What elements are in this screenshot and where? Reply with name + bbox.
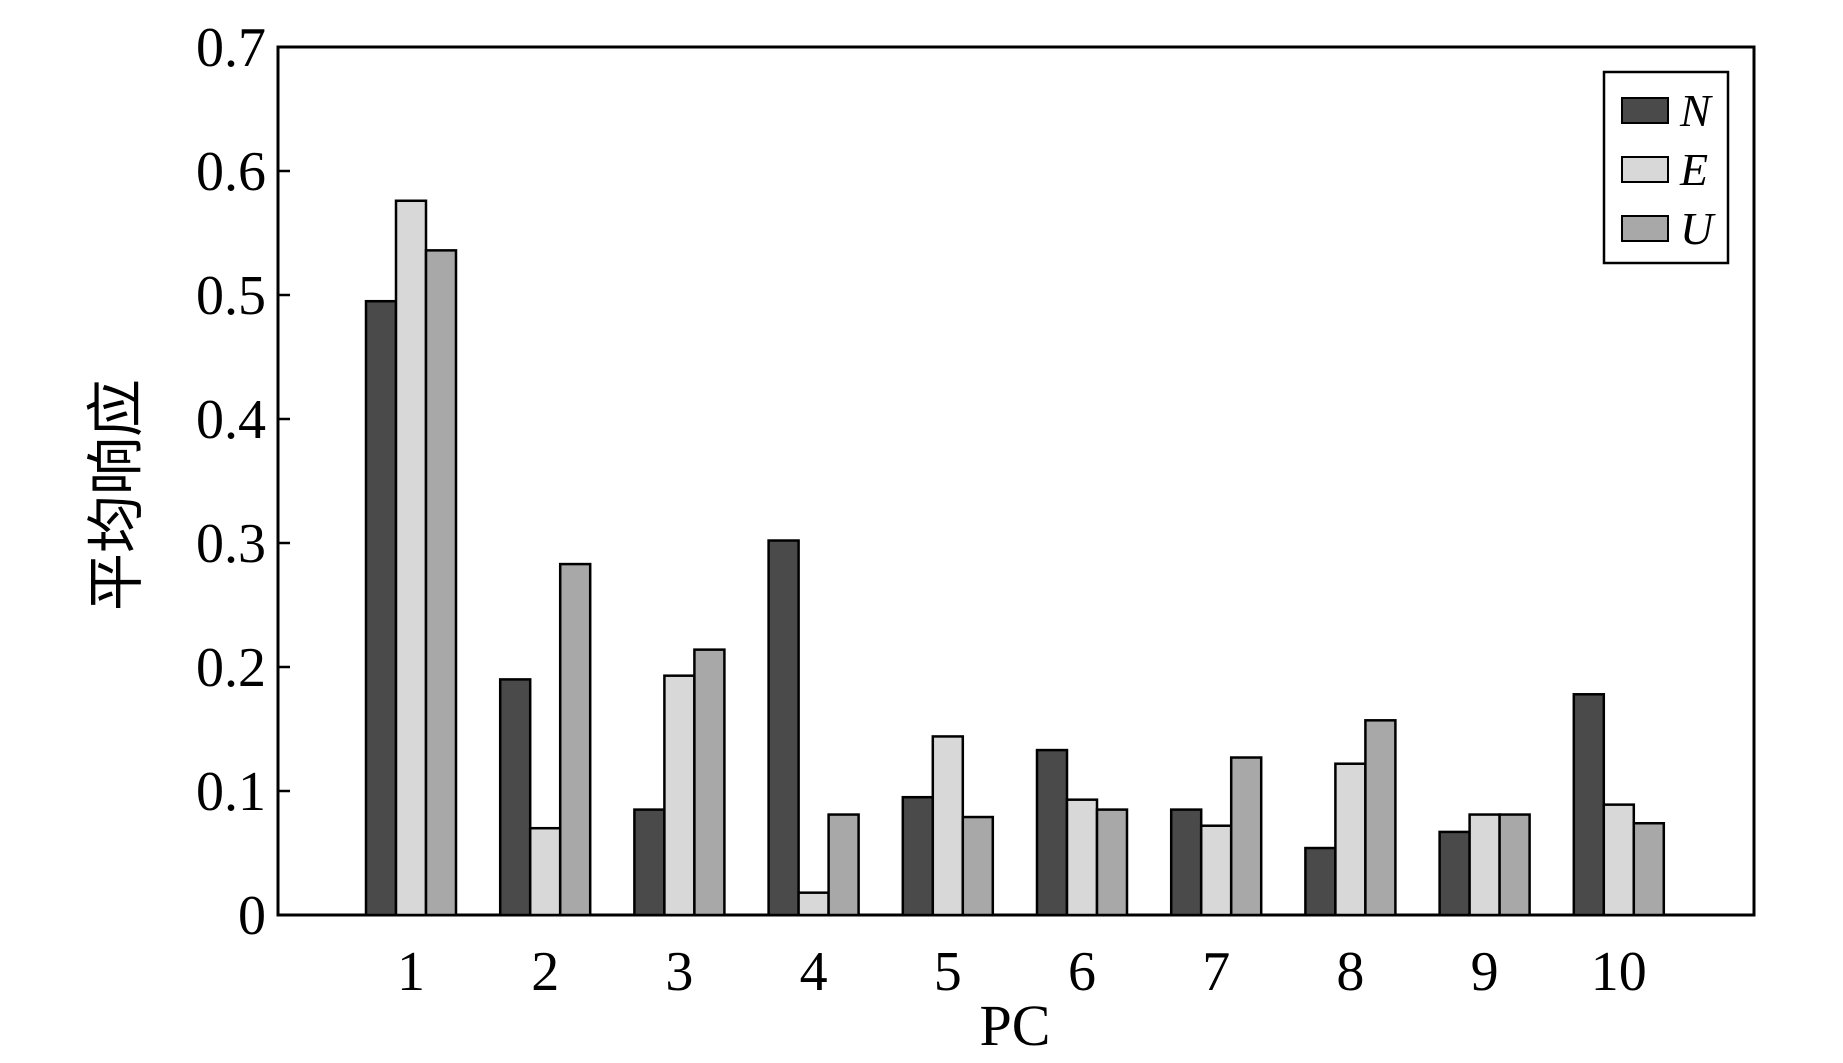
- y-tick-label-4: 0.4: [196, 389, 266, 451]
- x-tick-label-3: 3: [665, 941, 693, 1003]
- x-tick-label-9: 9: [1471, 941, 1499, 1003]
- bar-U-9: [1498, 813, 1531, 917]
- bar-N-4: [767, 539, 800, 917]
- bar-E-2: [528, 826, 562, 917]
- legend-swatch-U: [1621, 215, 1669, 242]
- bar-E-10: [1602, 803, 1636, 917]
- bar-U-7: [1229, 756, 1263, 917]
- bar-U-6: [1095, 808, 1129, 917]
- legend-label-U: U: [1680, 203, 1716, 254]
- x-tick-label-4: 4: [800, 941, 828, 1003]
- legend-swatch-N: [1621, 97, 1669, 124]
- x-tick-label-6: 6: [1068, 941, 1096, 1003]
- bar-U-2: [558, 562, 592, 917]
- y-tick-label-6: 0.6: [196, 141, 266, 203]
- y-tick-label-1: 0.1: [196, 761, 266, 823]
- bar-E-9: [1468, 813, 1501, 917]
- bar-U-1: [424, 249, 458, 917]
- y-tick-label-5: 0.5: [196, 265, 266, 327]
- bar-N-9: [1438, 830, 1471, 917]
- y-axis: 0 0.1 0.2 0.3 0.4 0.5 0.6 0.7: [196, 17, 290, 947]
- bar-N-3: [633, 808, 666, 917]
- bar-E-7: [1199, 824, 1233, 917]
- x-tick-label-10: 10: [1591, 941, 1647, 1003]
- bar-U-4: [827, 813, 860, 917]
- legend: NEU: [1602, 70, 1730, 265]
- x-tick-label-2: 2: [531, 941, 559, 1003]
- bar-N-2: [498, 678, 532, 917]
- y-tick-label-2: 0.2: [196, 637, 266, 699]
- bar-E-5: [931, 735, 965, 917]
- y-tick-label-3: 0.3: [196, 513, 266, 575]
- bar-U-8: [1364, 719, 1397, 917]
- y-tick-label-7: 0.7: [196, 17, 266, 79]
- bar-E-4: [797, 891, 830, 917]
- bar-E-1: [394, 199, 428, 917]
- x-tick-label-5: 5: [934, 941, 962, 1003]
- x-axis: 1 2 3 4 5 6 7 8 9 10: [397, 941, 1647, 1003]
- plot-frame: [276, 45, 1756, 917]
- bar-U-3: [693, 648, 726, 917]
- legend-swatch-E: [1621, 156, 1669, 183]
- legend-label-E: E: [1679, 144, 1708, 195]
- y-axis-title: 平均响应: [84, 379, 149, 611]
- y-tick-label-0: 0: [238, 885, 266, 947]
- bar-E-3: [663, 674, 696, 917]
- x-tick-label-1: 1: [397, 941, 425, 1003]
- x-axis-title: PC: [980, 993, 1051, 1058]
- legend-label-N: N: [1679, 85, 1713, 136]
- bar-N-8: [1304, 846, 1337, 917]
- bar-N-7: [1169, 808, 1203, 917]
- bar-N-1: [364, 299, 398, 917]
- bar-U-5: [961, 815, 995, 917]
- bar-N-10: [1572, 693, 1606, 917]
- bar-N-5: [901, 795, 935, 917]
- bar-U-10: [1632, 821, 1666, 917]
- bar-E-6: [1065, 798, 1099, 917]
- x-tick-label-7: 7: [1202, 941, 1230, 1003]
- bars-layer: [364, 199, 1666, 917]
- x-tick-label-8: 8: [1336, 941, 1364, 1003]
- bar-E-8: [1334, 762, 1367, 917]
- bar-N-6: [1035, 748, 1069, 917]
